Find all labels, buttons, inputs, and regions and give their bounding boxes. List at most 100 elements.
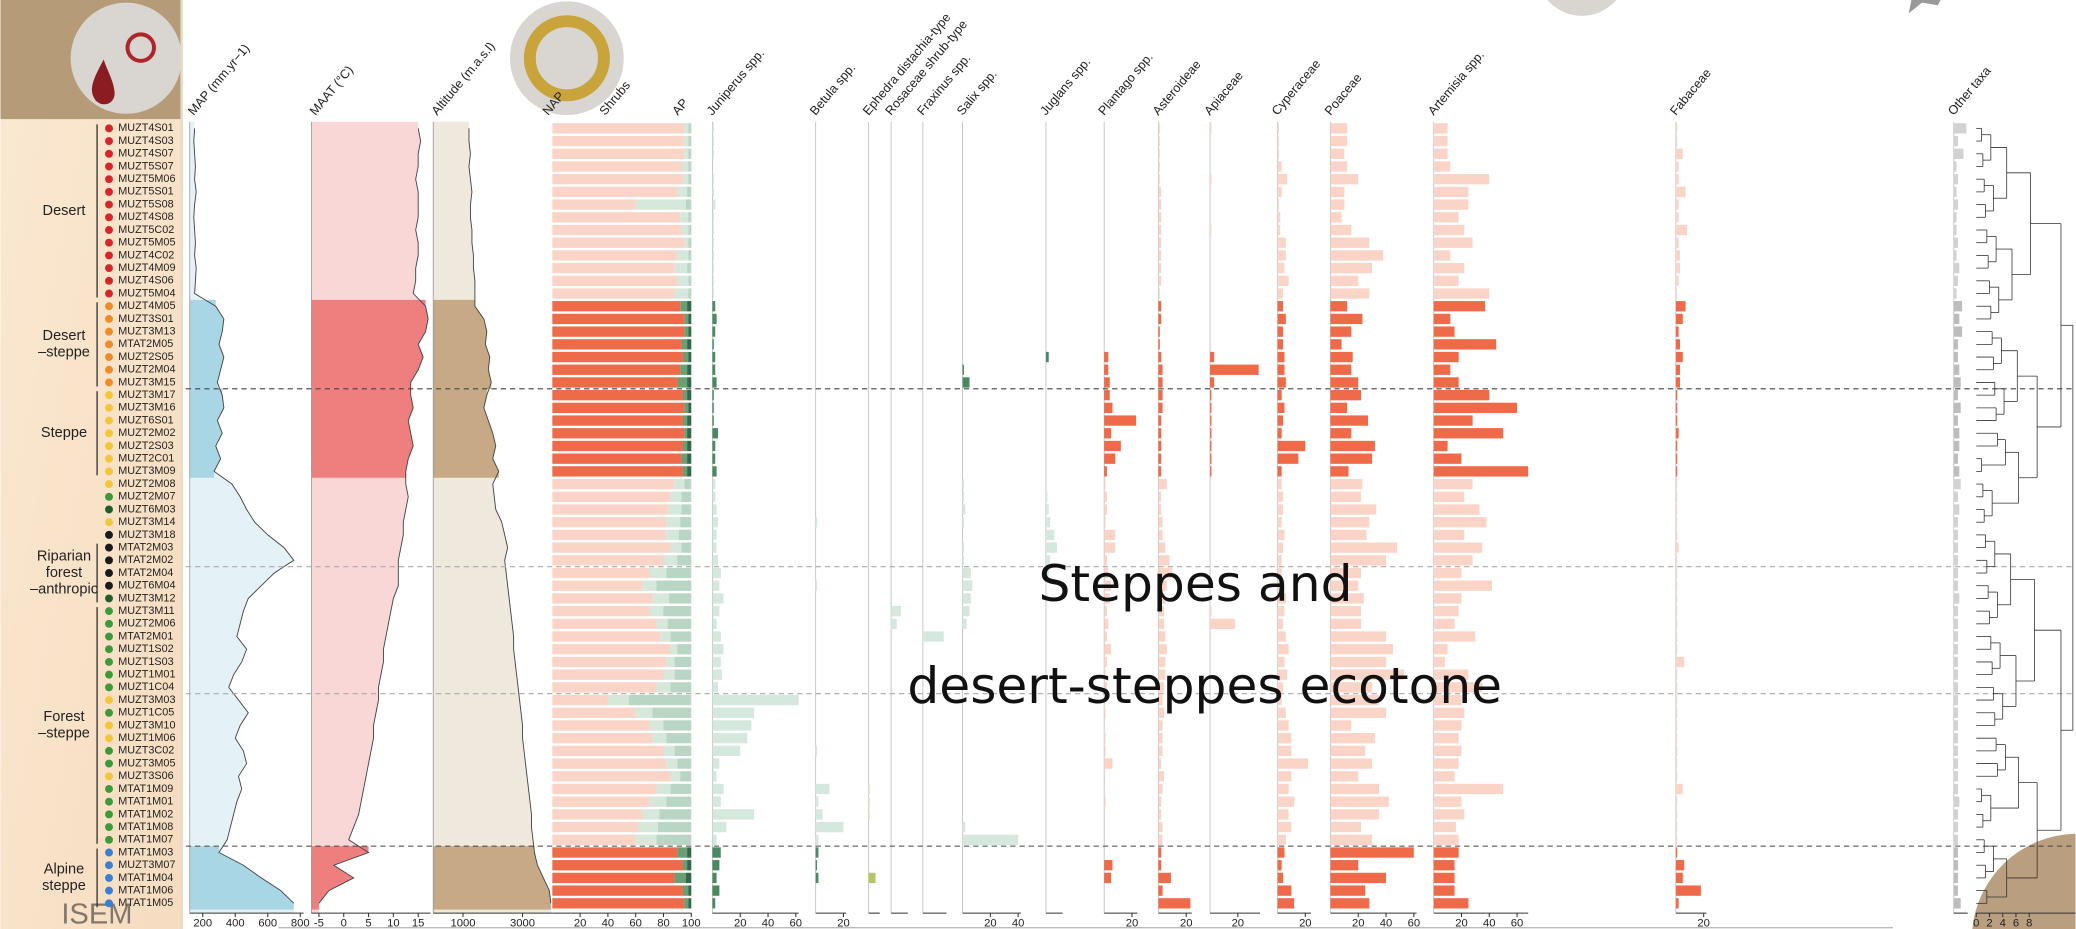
pollen-sum-bar [552,504,668,515]
pollen-sum-bar [656,783,671,795]
tick-label: 20 [734,918,746,929]
taxon-bar [1104,491,1107,502]
taxon-bar [712,898,716,909]
taxon-bar [1953,644,1958,655]
pollen-sum-bar [663,669,675,680]
taxon-bar [1158,656,1166,668]
pollen-sum-bar [688,351,692,363]
taxon-bar [962,504,966,515]
taxon-bar [1330,428,1352,439]
pollen-sum-bar [552,796,650,807]
taxon-bar [1953,453,1958,464]
pollen-sum-bar [552,567,650,579]
pollen-sum-bar [666,529,679,541]
taxon-bar [868,809,870,820]
sample-dot [105,213,113,222]
taxon-bar [1104,453,1116,464]
sample-label: MUZT4M05 [118,300,175,312]
sample-label: MUZT2S03 [118,440,173,452]
taxon-bar [1675,275,1679,286]
pollen-sum-bar [688,250,692,261]
pollen-sum-bar [552,288,675,299]
area-highlight [433,299,492,389]
taxon-bar [1953,389,1958,401]
taxon-bar [815,783,830,795]
taxon-bar [1277,644,1289,655]
taxon-bar [1953,313,1960,325]
taxon-bar [1277,428,1282,439]
taxon-bar [1675,529,1678,541]
left-background [0,0,182,929]
sample-label: MUZT3S01 [118,313,173,325]
pollen-sum-bar [635,199,686,210]
sample-label: MUZT3M17 [118,389,175,401]
taxon-bar [1433,415,1473,426]
taxon-bar [1158,313,1162,325]
pollen-sum-bar [687,262,692,274]
taxon-bar [1104,644,1112,655]
pollen-sum-bar [659,809,692,820]
taxon-bar [1045,555,1051,566]
sample-dot [105,861,113,870]
taxon-bar [712,529,717,541]
taxon-bar [1675,288,1678,299]
sample-label: MTAT2M02 [118,554,173,566]
pollen-sum-bar [552,453,682,464]
taxon-bar [1158,898,1191,909]
taxon-bar [1953,656,1958,668]
taxon-bar [1953,529,1958,541]
sample-label: MTAT1M09 [118,783,173,795]
taxon-bar [1953,364,1960,375]
sample-dot [105,200,113,209]
taxon-bar [1210,402,1212,414]
taxon-bar [1433,466,1529,477]
taxon-bar [1210,224,1212,236]
sample-label: MUZT5S07 [118,160,173,172]
taxon-bar [1433,567,1462,579]
taxon-bar [962,605,970,617]
pollen-sum-bar [642,809,660,820]
sample-dot [105,873,113,882]
taxon-bar [1330,733,1375,744]
taxon-bar [1953,860,1958,871]
taxon-bar [1330,567,1362,579]
taxon-bar [1330,821,1362,833]
taxon-bar [1330,605,1362,617]
sample-label: MUZT3M07 [118,859,175,871]
taxon-bar [712,694,799,706]
taxon-bar [1675,161,1679,172]
taxon-bar [1330,250,1384,261]
taxon-bar [1433,758,1459,769]
pollen-sum-bar [688,135,692,147]
pollen-sum-bar [688,313,692,325]
tick-label: 20 [574,918,587,929]
pollen-sum-bar [688,288,692,299]
taxon-bar [1433,389,1490,401]
taxon-bar [1104,682,1107,693]
taxon-bar [1675,847,1678,858]
sample-label: MUZT3M16 [118,402,175,414]
taxon-bar [1433,593,1462,604]
taxon-bar [1210,174,1212,185]
taxon-bar [1953,478,1961,490]
taxon-bar [1158,351,1162,363]
taxon-bar [1330,377,1359,388]
taxon-bar [1277,694,1282,706]
pollen-sum-bar [687,440,692,452]
sample-label: MUZT2M04 [118,364,175,376]
taxon-bar [1158,707,1164,718]
area-highlight [433,846,551,910]
taxon-bar [1104,428,1112,439]
pollen-sum-bar [687,847,692,858]
taxon-bar [1104,517,1106,528]
taxon-bar [1433,161,1451,172]
pollen-sum-bar [663,745,675,757]
taxon-bar [1277,682,1284,693]
taxon-bar [712,656,721,668]
taxon-bar [1675,199,1679,210]
taxon-bar [1953,618,1958,629]
sample-label: MTAT2M01 [118,630,173,642]
tick-label: 10 [387,918,400,929]
taxon-bar [1277,288,1284,299]
taxon-bar [712,186,714,198]
